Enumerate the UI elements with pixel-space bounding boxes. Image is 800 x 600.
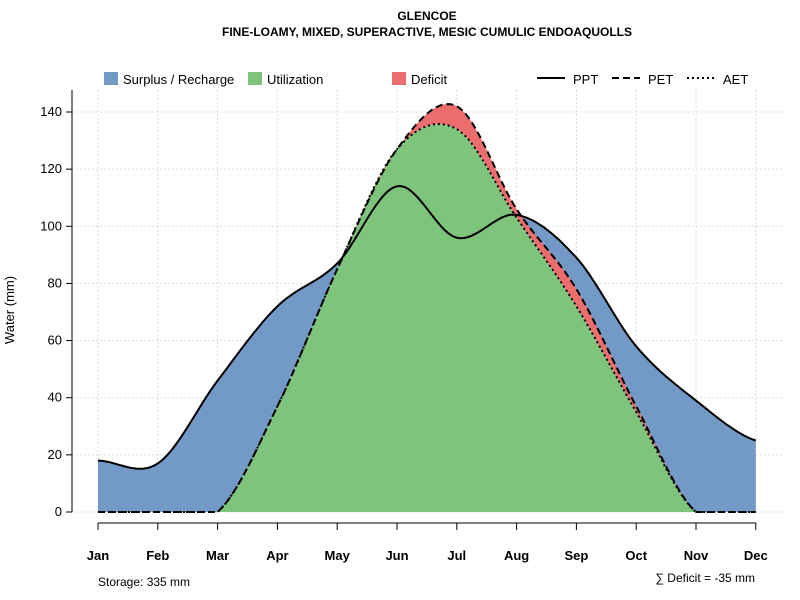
y-tick-label: 60: [48, 333, 62, 348]
y-tick-label: 20: [48, 447, 62, 462]
x-tick-label: Oct: [625, 548, 647, 563]
x-tick-label: Dec: [744, 548, 768, 563]
x-tick-label: Jun: [385, 548, 408, 563]
y-tick-label: 80: [48, 275, 62, 290]
legend-label-aet: AET: [723, 72, 748, 87]
x-tick-label: Feb: [146, 548, 169, 563]
y-tick-label: 0: [55, 504, 62, 519]
deficit-annotation: ∑ Deficit = -35 mm: [655, 571, 755, 585]
x-tick-label: Apr: [266, 548, 288, 563]
x-tick-label: Jan: [87, 548, 109, 563]
storage-annotation: Storage: 335 mm: [98, 575, 190, 589]
legend-swatch-surplus: [104, 72, 118, 85]
aet-line: [98, 122, 756, 513]
legend-label-deficit: Deficit: [411, 72, 448, 87]
utilization-area: [98, 124, 756, 512]
legend: Surplus / Recharge Utilization Deficit P…: [104, 72, 748, 87]
x-tick-label: Mar: [206, 548, 229, 563]
y-tick-label: 40: [48, 390, 62, 405]
y-tick-label: 140: [40, 104, 62, 119]
legend-swatch-utilization: [248, 72, 262, 85]
y-tick-label: 120: [40, 161, 62, 176]
x-tick-label: Nov: [684, 548, 709, 563]
ppt-line: [97, 184, 757, 470]
x-tick-label: Aug: [504, 548, 529, 563]
legend-label-surplus: Surplus / Recharge: [123, 72, 234, 87]
chart-title: GLENCOE: [397, 9, 456, 23]
legend-label-utilization: Utilization: [267, 72, 323, 87]
chart-subtitle: FINE-LOAMY, MIXED, SUPERACTIVE, MESIC CU…: [222, 25, 632, 39]
legend-label-ppt: PPT: [573, 72, 598, 87]
y-axis-label: Water (mm): [2, 276, 17, 344]
x-tick-label: Jul: [447, 548, 466, 563]
y-tick-label: 100: [40, 218, 62, 233]
x-tick-label: Sep: [564, 548, 588, 563]
x-tick-label: May: [325, 548, 351, 563]
legend-swatch-deficit: [392, 72, 406, 85]
legend-label-pet: PET: [648, 72, 673, 87]
